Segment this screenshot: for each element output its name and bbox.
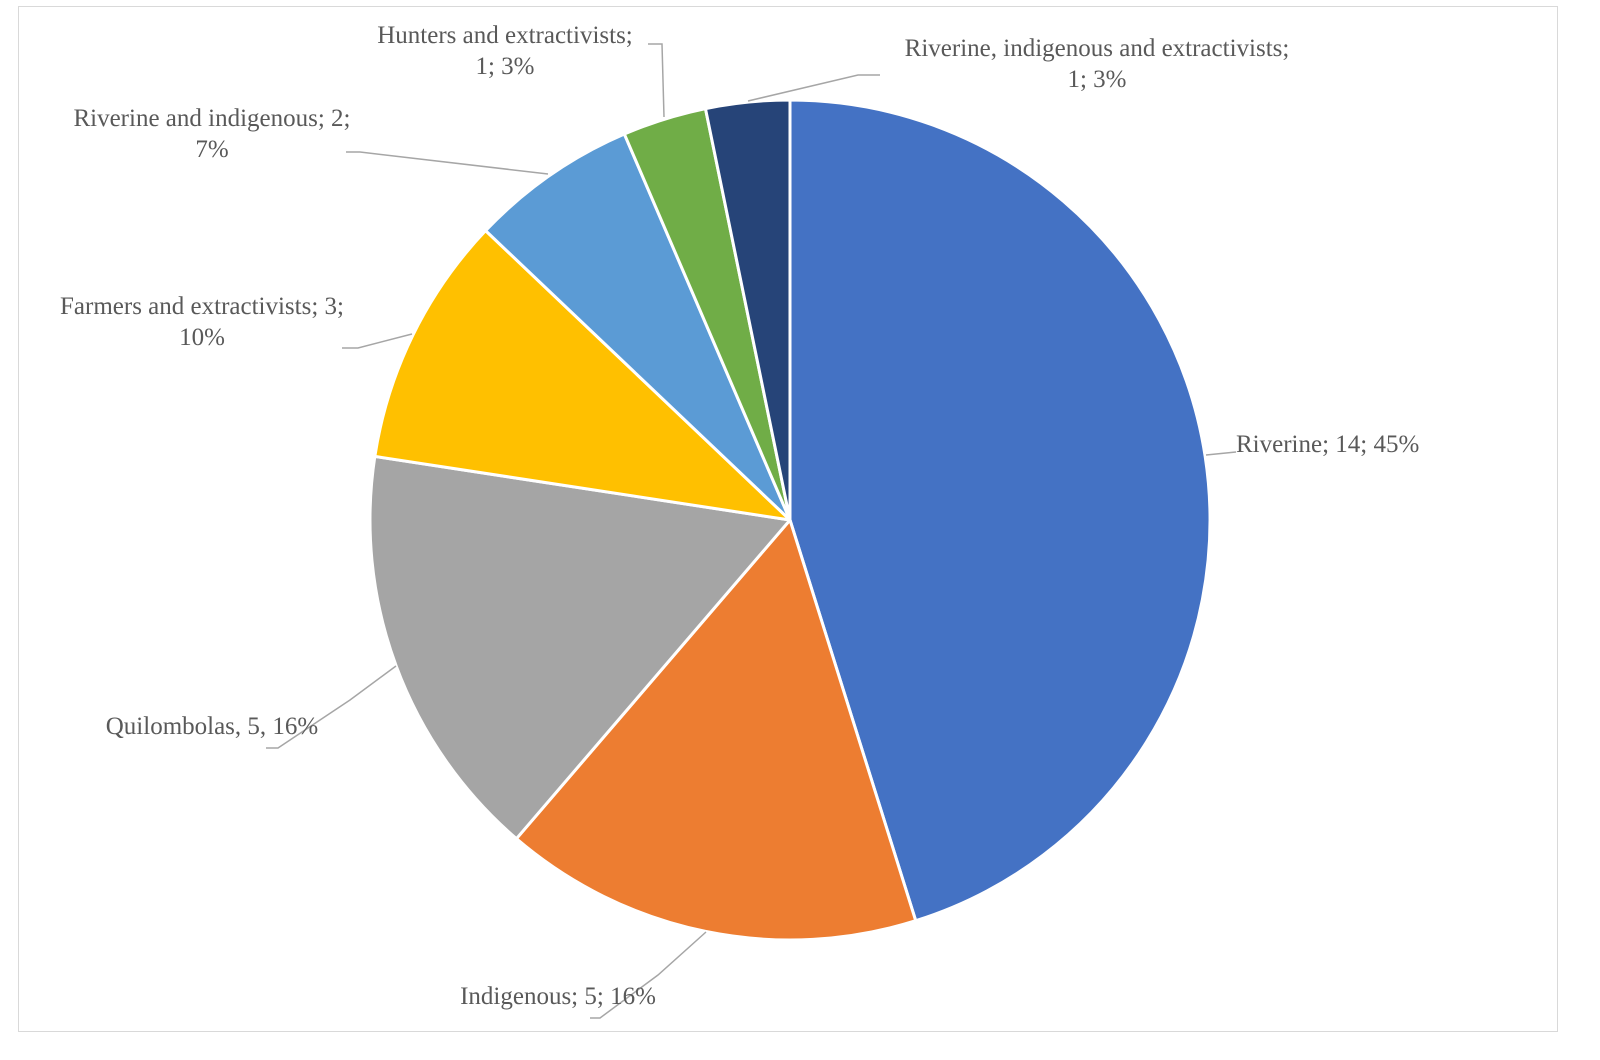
slice-data-label: Farmers and extractivists; 3; 10% — [60, 293, 344, 351]
leader-line — [346, 151, 549, 175]
slice-data-label: Riverine and indigenous; 2; 7% — [73, 105, 350, 163]
leader-line — [342, 333, 413, 349]
pie-slice — [368, 454, 792, 841]
leader-line — [648, 43, 665, 118]
slice-data-label-line: Farmers and extractivists; 3; — [60, 293, 344, 320]
slice-data-label: Hunters and extractivists; 1; 3% — [377, 22, 633, 80]
slice-data-label-line: Riverine, indigenous and extractivists; — [905, 35, 1290, 62]
slice-data-label: Riverine, indigenous and extractivists; 1… — [905, 35, 1290, 93]
slice-data-label-line: Indigenous; 5; 16% — [460, 983, 656, 1010]
pie-slice — [703, 98, 792, 522]
pie-slice — [373, 229, 792, 522]
slice-data-label-line: 1; 3% — [1067, 66, 1126, 93]
pie-slice — [484, 132, 792, 522]
slice-data-label-line: Quilombolas, 5, 16% — [106, 713, 319, 740]
slice-data-label: Riverine; 14; 45% — [1236, 431, 1419, 458]
slice-data-label-line: 10% — [179, 324, 225, 351]
slice-data-label-line: Riverine; 14; 45% — [1236, 431, 1419, 458]
leader-line — [1205, 451, 1237, 456]
leader-line — [590, 931, 707, 1019]
pie-slice — [788, 98, 1212, 923]
slice-data-label-line: Riverine and indigenous; 2; — [73, 105, 350, 132]
slice-data-label-line: Hunters and extractivists; — [377, 22, 633, 49]
slice-data-label-line: 1; 3% — [475, 53, 534, 80]
pie-slice — [514, 518, 918, 942]
slice-data-label: Quilombolas, 5, 16% — [106, 713, 319, 740]
slice-data-label: Indigenous; 5; 16% — [460, 983, 656, 1010]
leader-line — [747, 74, 880, 102]
slice-data-label-line: 7% — [195, 136, 228, 163]
leader-line — [266, 665, 397, 749]
